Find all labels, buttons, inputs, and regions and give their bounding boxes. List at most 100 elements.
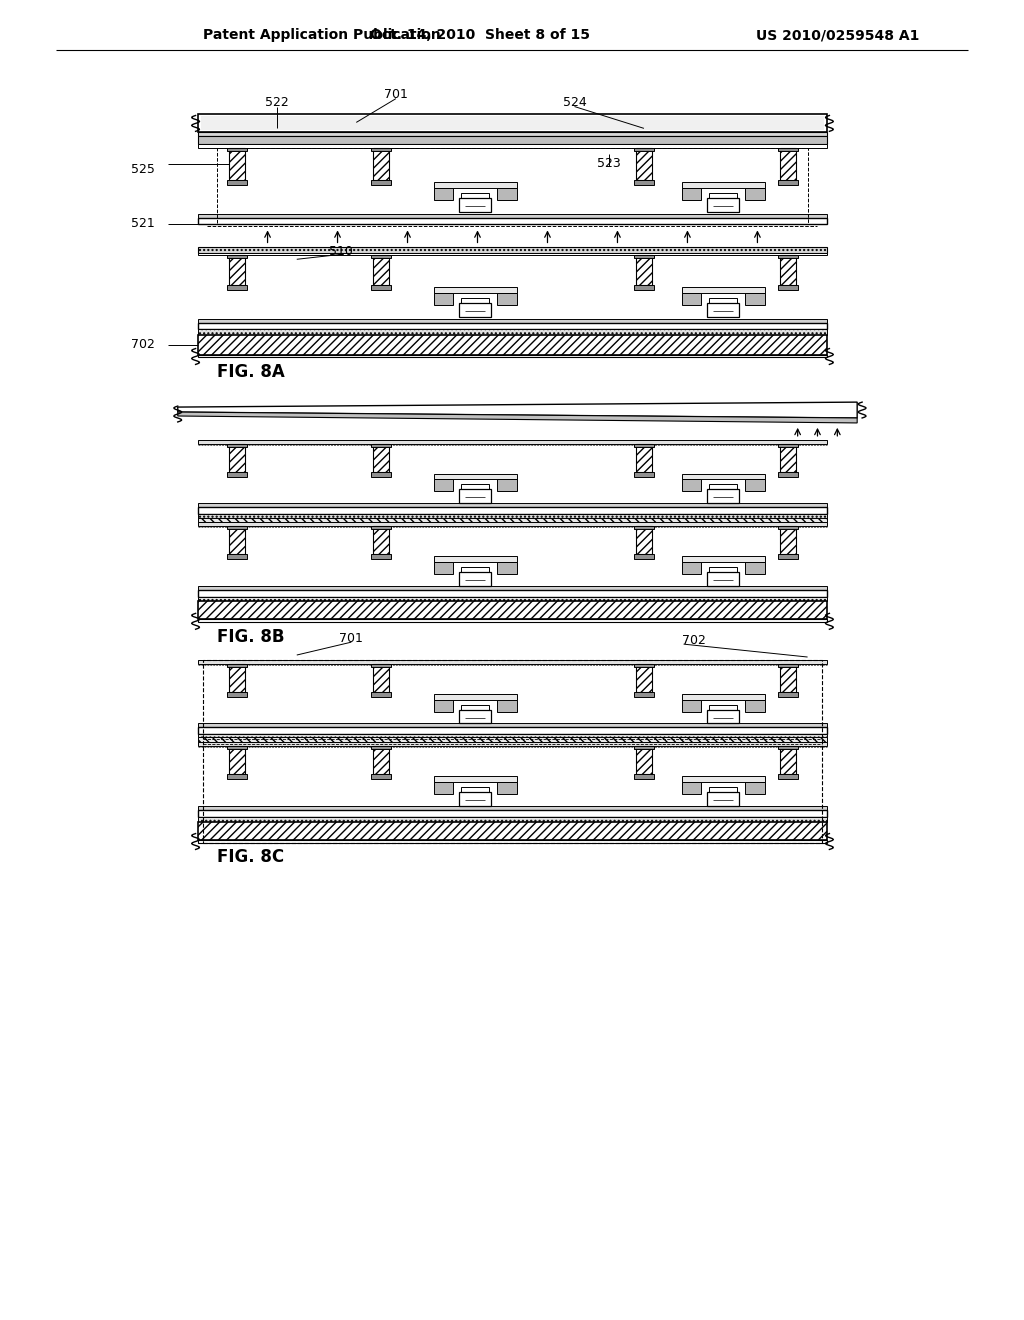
Bar bbox=[778, 444, 798, 446]
Bar bbox=[682, 556, 765, 562]
Bar bbox=[778, 554, 798, 558]
Bar bbox=[460, 490, 492, 503]
Bar bbox=[371, 471, 391, 477]
Bar bbox=[229, 148, 245, 180]
Bar bbox=[745, 700, 765, 711]
Bar bbox=[778, 692, 798, 697]
Bar bbox=[198, 840, 827, 842]
Text: 510: 510 bbox=[330, 244, 353, 257]
Bar bbox=[198, 507, 827, 515]
Bar bbox=[778, 148, 798, 152]
Bar bbox=[433, 293, 454, 305]
Bar bbox=[460, 572, 492, 586]
Bar bbox=[460, 792, 492, 805]
Bar bbox=[227, 774, 247, 779]
Bar bbox=[203, 660, 822, 842]
Bar bbox=[497, 700, 517, 711]
Text: 523: 523 bbox=[597, 157, 622, 169]
Bar bbox=[634, 444, 654, 446]
Bar bbox=[460, 198, 492, 211]
Bar bbox=[217, 148, 808, 223]
Text: 702: 702 bbox=[131, 338, 155, 351]
Text: 702: 702 bbox=[682, 634, 706, 647]
Bar bbox=[460, 710, 492, 723]
Bar bbox=[433, 479, 454, 491]
Bar bbox=[634, 180, 654, 185]
Bar bbox=[229, 664, 245, 692]
Bar bbox=[636, 148, 652, 180]
Bar bbox=[198, 253, 827, 255]
Text: 522: 522 bbox=[265, 96, 289, 110]
Bar bbox=[462, 787, 489, 793]
Bar bbox=[371, 746, 391, 750]
Bar bbox=[198, 132, 827, 136]
Bar bbox=[433, 474, 517, 479]
Bar bbox=[708, 710, 739, 723]
Text: 701: 701 bbox=[339, 632, 364, 644]
Bar bbox=[778, 527, 798, 529]
Bar bbox=[227, 148, 247, 152]
Bar bbox=[373, 527, 389, 554]
Bar bbox=[634, 692, 654, 697]
Bar bbox=[682, 474, 765, 479]
Bar bbox=[778, 285, 798, 290]
Bar bbox=[227, 664, 247, 667]
Text: 701: 701 bbox=[384, 88, 408, 102]
Bar bbox=[636, 444, 652, 471]
Bar bbox=[682, 700, 701, 711]
Bar bbox=[710, 705, 737, 711]
Bar bbox=[371, 285, 391, 290]
Bar bbox=[634, 664, 654, 667]
Text: FIG. 8C: FIG. 8C bbox=[217, 849, 285, 866]
Bar bbox=[198, 323, 827, 329]
Bar bbox=[497, 293, 517, 305]
Bar bbox=[778, 664, 798, 667]
Bar bbox=[371, 180, 391, 185]
Bar bbox=[198, 319, 827, 323]
Bar bbox=[682, 562, 701, 574]
Bar bbox=[462, 193, 489, 199]
Bar bbox=[198, 597, 827, 602]
Bar bbox=[201, 116, 824, 131]
Bar bbox=[460, 302, 492, 317]
Text: US 2010/0259548 A1: US 2010/0259548 A1 bbox=[756, 28, 919, 42]
Bar bbox=[634, 255, 654, 259]
Bar bbox=[497, 187, 517, 199]
Bar bbox=[497, 781, 517, 793]
Text: FIG. 8B: FIG. 8B bbox=[217, 628, 285, 647]
Bar bbox=[708, 792, 739, 805]
Bar bbox=[198, 734, 827, 738]
Bar bbox=[198, 619, 827, 622]
Text: FIG. 8A: FIG. 8A bbox=[217, 363, 285, 381]
Bar bbox=[198, 590, 827, 597]
Bar bbox=[778, 255, 798, 259]
Bar bbox=[497, 562, 517, 574]
Bar bbox=[745, 187, 765, 199]
Bar bbox=[371, 444, 391, 446]
Bar bbox=[227, 285, 247, 290]
Bar bbox=[462, 298, 489, 305]
Bar bbox=[433, 286, 517, 293]
Bar bbox=[373, 664, 389, 692]
Bar bbox=[682, 781, 701, 793]
Bar bbox=[634, 554, 654, 558]
Bar bbox=[198, 144, 827, 148]
Bar bbox=[198, 523, 827, 527]
Bar bbox=[433, 700, 454, 711]
Bar bbox=[198, 214, 827, 218]
Bar bbox=[371, 554, 391, 558]
Bar bbox=[371, 692, 391, 697]
Bar bbox=[682, 479, 701, 491]
Bar bbox=[682, 694, 765, 700]
Bar bbox=[462, 484, 489, 491]
Bar bbox=[636, 527, 652, 554]
Bar bbox=[710, 298, 737, 305]
Bar bbox=[778, 774, 798, 779]
Bar bbox=[634, 148, 654, 152]
Bar bbox=[229, 255, 245, 285]
Bar bbox=[778, 180, 798, 185]
Bar bbox=[682, 293, 701, 305]
Bar bbox=[780, 527, 796, 554]
Bar bbox=[778, 746, 798, 750]
Text: 525: 525 bbox=[131, 162, 155, 176]
